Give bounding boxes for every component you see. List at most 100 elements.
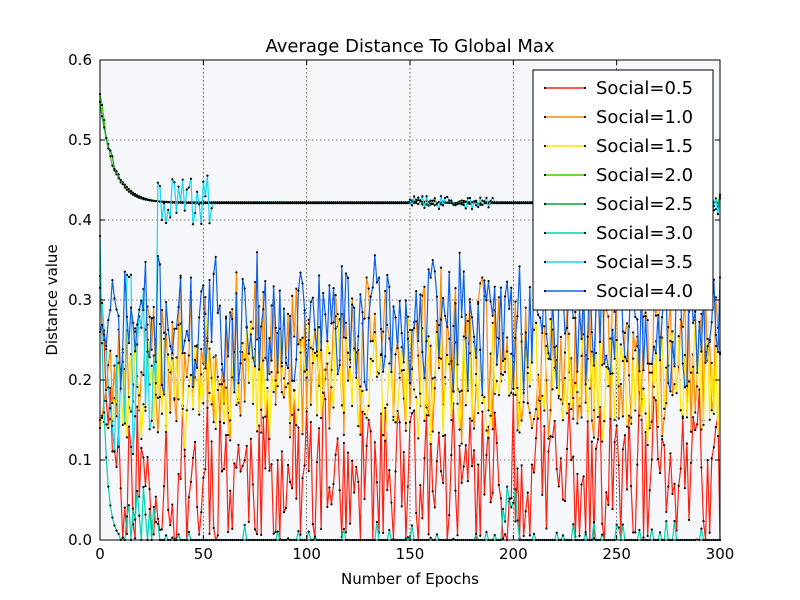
data-point bbox=[107, 147, 110, 150]
data-point bbox=[425, 406, 428, 409]
data-point bbox=[260, 431, 263, 434]
data-point bbox=[121, 536, 124, 539]
data-point bbox=[710, 409, 713, 412]
data-point bbox=[150, 348, 153, 351]
data-point bbox=[448, 270, 451, 274]
data-point bbox=[696, 371, 699, 374]
data-point bbox=[150, 199, 153, 202]
data-point bbox=[185, 188, 188, 191]
data-point bbox=[264, 415, 267, 418]
data-point bbox=[346, 276, 350, 280]
data-point bbox=[193, 345, 197, 348]
data-point bbox=[627, 374, 631, 377]
data-point bbox=[446, 353, 449, 356]
data-point bbox=[148, 428, 151, 431]
legend-marker bbox=[543, 144, 547, 148]
data-point bbox=[129, 410, 133, 413]
data-point bbox=[503, 520, 507, 523]
data-point bbox=[667, 485, 670, 488]
data-point bbox=[580, 483, 583, 486]
data-point bbox=[654, 399, 658, 402]
data-point bbox=[514, 488, 517, 491]
data-point bbox=[388, 201, 391, 204]
data-point bbox=[617, 417, 620, 420]
data-point bbox=[251, 402, 255, 405]
data-point bbox=[224, 315, 228, 318]
data-point bbox=[136, 405, 139, 408]
data-point bbox=[665, 520, 668, 523]
data-point bbox=[625, 488, 629, 491]
data-point bbox=[421, 203, 424, 206]
x-tick-label: 200 bbox=[499, 545, 528, 563]
data-point bbox=[501, 201, 505, 204]
data-point bbox=[584, 383, 587, 386]
data-point bbox=[460, 203, 463, 206]
data-point bbox=[156, 522, 159, 525]
data-point bbox=[506, 336, 509, 339]
data-point bbox=[305, 376, 308, 379]
data-point bbox=[100, 323, 104, 326]
data-point bbox=[489, 199, 492, 202]
data-point bbox=[485, 453, 488, 457]
data-point bbox=[320, 348, 323, 352]
data-point bbox=[499, 201, 503, 204]
data-point bbox=[103, 126, 106, 129]
data-point bbox=[640, 418, 643, 422]
data-point bbox=[338, 363, 341, 367]
data-point bbox=[138, 394, 141, 397]
data-point bbox=[171, 178, 174, 181]
data-point bbox=[289, 201, 292, 204]
data-point bbox=[129, 306, 133, 309]
data-point bbox=[646, 534, 649, 538]
data-point bbox=[268, 201, 271, 204]
data-point bbox=[134, 193, 137, 196]
data-point bbox=[305, 410, 308, 413]
data-point bbox=[369, 430, 372, 433]
data-point bbox=[549, 318, 552, 321]
data-point bbox=[485, 429, 488, 432]
data-point bbox=[346, 351, 350, 354]
data-point bbox=[615, 338, 618, 342]
data-point bbox=[477, 301, 480, 304]
legend-item: Social=1.5 bbox=[543, 136, 693, 157]
data-point bbox=[439, 318, 443, 321]
data-point bbox=[561, 534, 565, 537]
data-point bbox=[280, 365, 283, 368]
data-point bbox=[119, 487, 122, 490]
data-point bbox=[386, 323, 389, 326]
data-point bbox=[320, 416, 323, 420]
data-point bbox=[351, 297, 354, 300]
data-point bbox=[262, 308, 265, 311]
data-point bbox=[284, 506, 288, 510]
data-point bbox=[162, 331, 166, 334]
data-point bbox=[394, 421, 397, 424]
data-point bbox=[187, 201, 190, 205]
data-point bbox=[189, 177, 193, 180]
data-point bbox=[241, 278, 244, 281]
data-point bbox=[514, 520, 517, 523]
data-point bbox=[245, 444, 248, 448]
data-point bbox=[140, 196, 143, 199]
data-point bbox=[338, 201, 341, 204]
y-tick-label: 0.6 bbox=[68, 51, 92, 69]
data-point bbox=[377, 201, 381, 204]
data-point bbox=[487, 436, 490, 439]
data-point bbox=[481, 276, 484, 279]
data-point bbox=[487, 206, 490, 209]
data-point bbox=[534, 437, 538, 440]
data-point bbox=[224, 434, 228, 437]
data-point bbox=[429, 536, 432, 539]
data-point bbox=[264, 201, 267, 204]
data-point bbox=[607, 385, 610, 388]
data-point bbox=[413, 409, 416, 412]
data-point bbox=[491, 321, 494, 324]
data-point bbox=[646, 362, 649, 365]
data-point bbox=[522, 400, 525, 404]
data-point bbox=[113, 524, 116, 527]
data-point bbox=[100, 342, 104, 345]
data-point bbox=[105, 348, 108, 351]
data-point bbox=[601, 533, 604, 536]
data-point bbox=[421, 294, 424, 297]
data-point bbox=[297, 201, 300, 204]
data-point bbox=[322, 291, 325, 295]
